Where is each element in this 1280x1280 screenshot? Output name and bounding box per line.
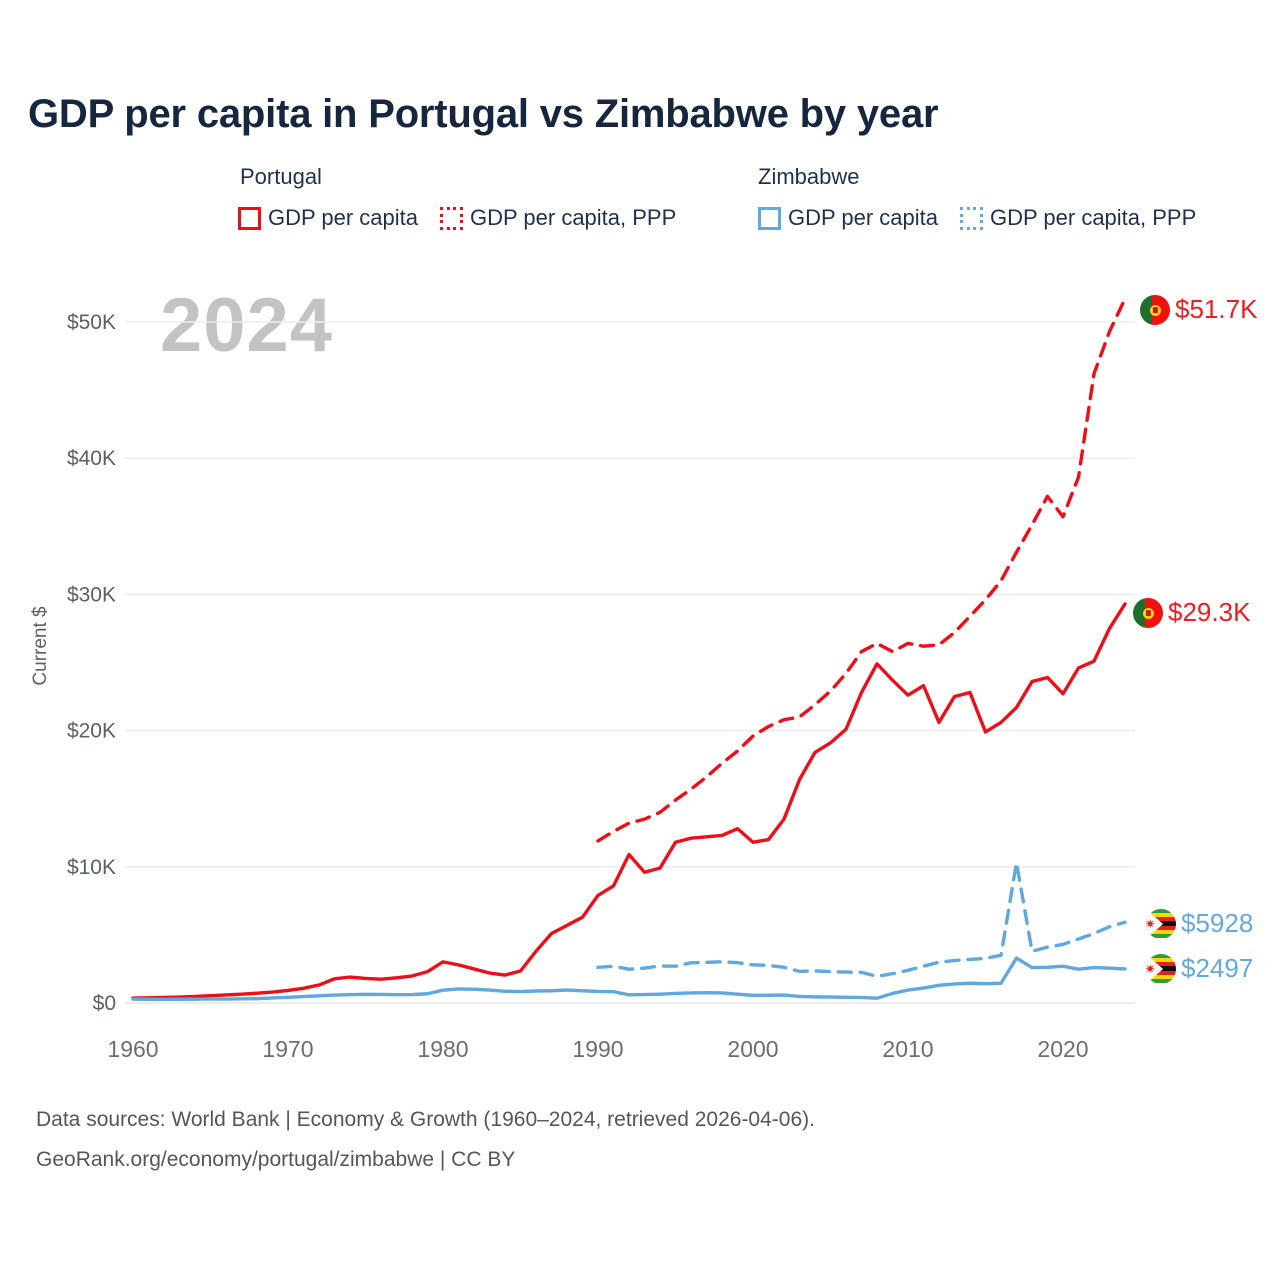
legend-item-zimbabwe-gdp[interactable]: GDP per capita bbox=[758, 205, 938, 231]
legend-label-zimbabwe-ppp: GDP per capita, PPP bbox=[990, 205, 1197, 230]
y-axis-tick-label: $50K bbox=[67, 311, 116, 334]
footer: Data sources: World Bank | Economy & Gro… bbox=[36, 1106, 1236, 1187]
page-title: GDP per capita in Portugal vs Zimbabwe b… bbox=[28, 92, 939, 136]
footer-attribution: GeoRank.org/economy/portugal/zimbabwe | … bbox=[36, 1148, 516, 1172]
legend-row-zimbabwe: GDP per capita GDP per capita, PPP bbox=[758, 202, 1218, 234]
x-axis-tick-label: 1960 bbox=[107, 1036, 158, 1062]
zimbabwe-flag-icon: ✷ bbox=[1146, 908, 1176, 939]
y-axis-title: Current $ bbox=[30, 606, 51, 686]
y-axis-tick-label: $0 bbox=[93, 992, 116, 1015]
legend-item-portugal-gdp[interactable]: GDP per capita bbox=[238, 205, 418, 231]
x-axis-tick-label: 2020 bbox=[1037, 1036, 1088, 1062]
legend-item-portugal-ppp[interactable]: GDP per capita, PPP bbox=[440, 205, 676, 231]
end-value-zimbabwe-gdp: $2497 bbox=[1181, 953, 1254, 983]
x-axis-ticks: 1960 1970 1980 1990 2000 2010 2020 bbox=[107, 1036, 1088, 1062]
end-value-zimbabwe-ppp: $5928 bbox=[1181, 908, 1254, 938]
footer-data-sources: Data sources: World Bank | Economy & Gro… bbox=[36, 1108, 815, 1131]
x-axis-tick-label: 2000 bbox=[727, 1036, 778, 1062]
series-line-1 bbox=[596, 297, 1127, 843]
end-value-portugal-gdp: $29.3K bbox=[1168, 597, 1251, 627]
end-label-zimbabwe-ppp: ✷ $5928 bbox=[1146, 908, 1253, 939]
series-line-0 bbox=[131, 602, 1127, 1000]
legend-swatch-solid-red-icon bbox=[238, 206, 261, 230]
y-axis-tick-label: $30K bbox=[67, 583, 116, 606]
legend-swatch-solid-blue-icon bbox=[758, 206, 781, 230]
data-series bbox=[131, 297, 1127, 1001]
end-label-portugal-gdp: $29.3K bbox=[1133, 597, 1250, 628]
legend-label-zimbabwe-gdp: GDP per capita bbox=[788, 205, 939, 230]
legend-item-zimbabwe-ppp[interactable]: GDP per capita, PPP bbox=[960, 205, 1196, 231]
y-axis-tick-label: $10K bbox=[67, 856, 116, 879]
end-label-portugal-ppp: $51.7K bbox=[1140, 294, 1257, 325]
x-axis-tick-label: 2010 bbox=[882, 1036, 933, 1062]
zimbabwe-flag-icon: ✷ bbox=[1146, 953, 1176, 984]
y-axis-tick-label: $20K bbox=[67, 720, 116, 743]
y-axis-ticks: $0 $10K $20K $30K $40K $50K bbox=[67, 311, 116, 1015]
series-line-2 bbox=[131, 956, 1127, 1001]
series-line-3 bbox=[596, 861, 1127, 978]
x-axis-tick-label: 1980 bbox=[417, 1036, 468, 1062]
legend-row-portugal: GDP per capita GDP per capita, PPP bbox=[238, 202, 698, 234]
legend-swatch-dashed-blue-icon bbox=[960, 206, 984, 230]
end-value-portugal-ppp: $51.7K bbox=[1175, 294, 1258, 324]
chart-legend: Portugal Zimbabwe GDP per capita GDP per… bbox=[238, 160, 1258, 240]
legend-group-title-zimbabwe: Zimbabwe bbox=[758, 164, 860, 189]
year-watermark: 2024 bbox=[160, 283, 334, 368]
x-axis-tick-label: 1970 bbox=[262, 1036, 313, 1062]
legend-label-portugal-gdp: GDP per capita bbox=[268, 205, 419, 230]
portugal-flag-icon bbox=[1140, 294, 1170, 325]
legend-group-title-portugal: Portugal bbox=[240, 164, 322, 189]
legend-swatch-dashed-red-icon bbox=[440, 206, 464, 230]
portugal-flag-icon bbox=[1133, 597, 1163, 628]
legend-label-portugal-ppp: GDP per capita, PPP bbox=[470, 205, 677, 230]
y-axis-tick-label: $40K bbox=[67, 447, 116, 470]
gridlines bbox=[125, 321, 1135, 1004]
end-label-zimbabwe-gdp: ✷ $2497 bbox=[1146, 953, 1253, 984]
x-axis-tick-label: 1990 bbox=[572, 1036, 623, 1062]
